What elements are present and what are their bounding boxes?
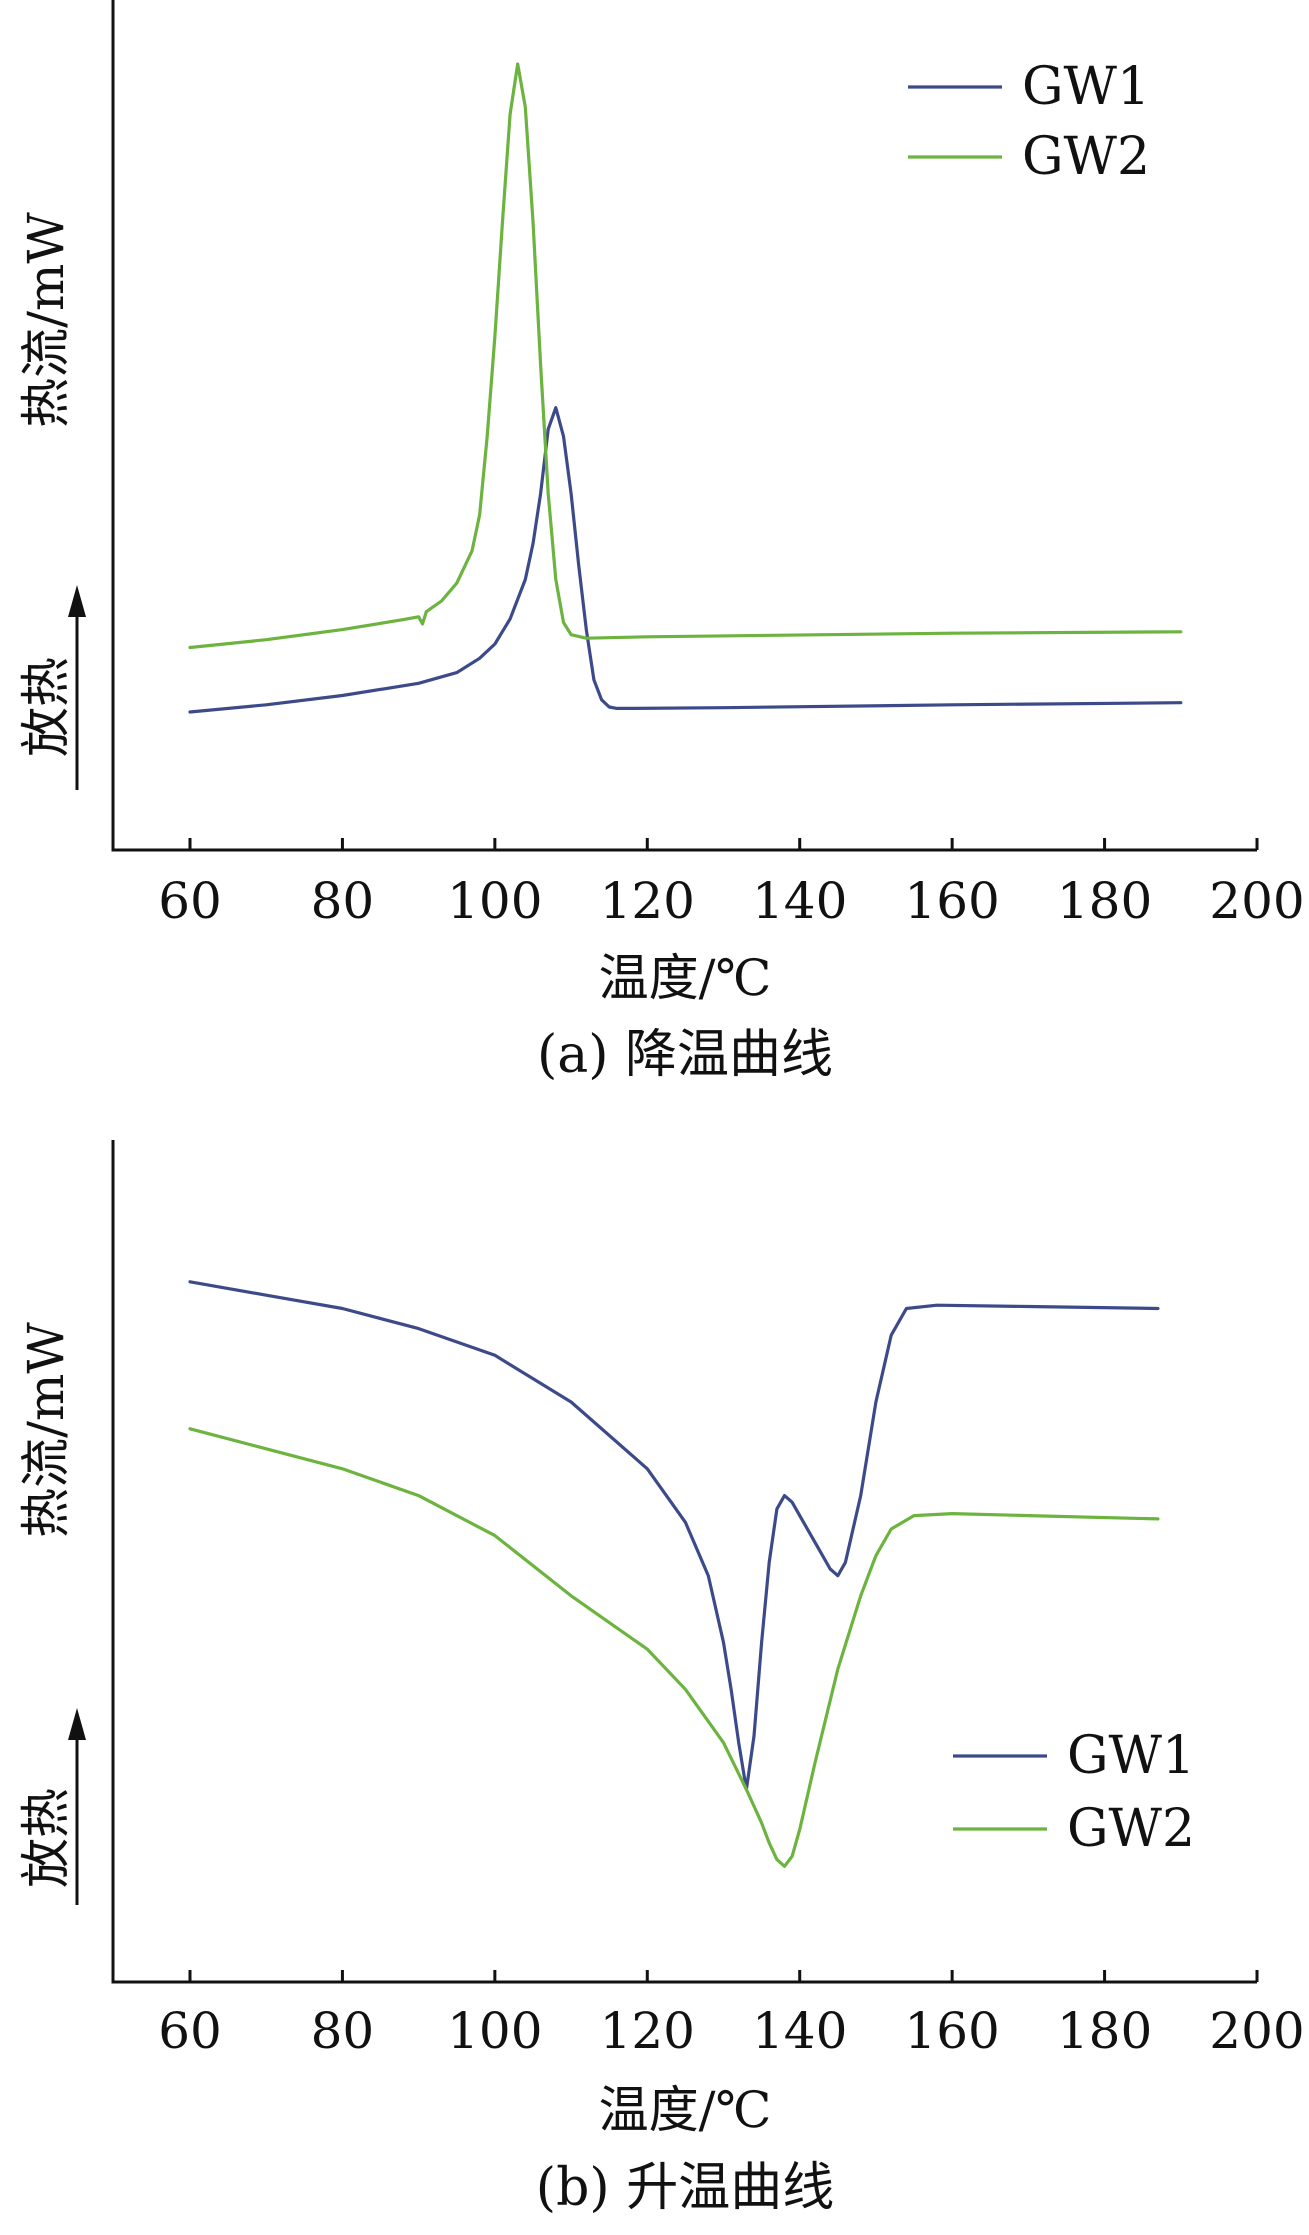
legend-label-gw1: GW1 [1067,1726,1195,1786]
x-tick-label-160: 160 [904,2002,999,2060]
caption-b: (b) 升温曲线 [536,2158,834,2218]
exotherm-label-a: 放热 [17,657,75,757]
x-tick-label-200: 200 [1209,2002,1304,2060]
x-axis-title-b: 温度/℃ [599,2081,772,2139]
x-tick-label-120: 120 [600,872,695,930]
exotherm-arrow-head-a [68,585,86,617]
legend-label-gw1: GW1 [1022,57,1150,117]
x-tick-label-80: 80 [311,872,375,930]
x-axis-title-a: 温度/℃ [599,949,772,1007]
x-tick-label-140: 140 [752,872,847,930]
y-axis-title-b: 热流/mW [17,1322,75,1538]
exotherm-label-b: 放热 [17,1788,75,1888]
x-tick-label-100: 100 [447,2002,542,2060]
x-tick-label-180: 180 [1057,2002,1152,2060]
x-tick-label-140: 140 [752,2002,847,2060]
x-tick-label-120: 120 [600,2002,695,2060]
legend-label-gw2: GW2 [1067,1799,1195,1859]
panel-b: 60 80 100 120 140 160 180 200 温度/℃ (b) 升温曲线 热流/mW 放… [17,1140,1305,2218]
caption-a: (a) 降温曲线 [537,1025,833,1085]
series-line-gw2-a [188,62,1183,650]
x-tick-label-60: 60 [158,2002,222,2060]
x-tick-label-60: 60 [158,872,222,930]
panel-a: 60 80 100 120 140 160 180 200 温度/℃ (a) 降温曲线 热流/mW 放… [17,0,1305,1085]
series-line-gw2-b [188,1427,1160,1868]
series-line-gw1-b [188,1280,1160,1792]
x-tick-label-80: 80 [311,2002,375,2060]
series-line-gw1-a [188,406,1183,714]
legend-label-gw2: GW2 [1022,127,1150,187]
exotherm-arrow-head-b [68,1708,86,1740]
x-tick-label-160: 160 [904,872,999,930]
x-tick-label-200: 200 [1209,872,1304,930]
x-tick-label-100: 100 [447,872,542,930]
x-tick-label-180: 180 [1057,872,1152,930]
y-axis-title-a: 热流/mW [17,212,75,428]
